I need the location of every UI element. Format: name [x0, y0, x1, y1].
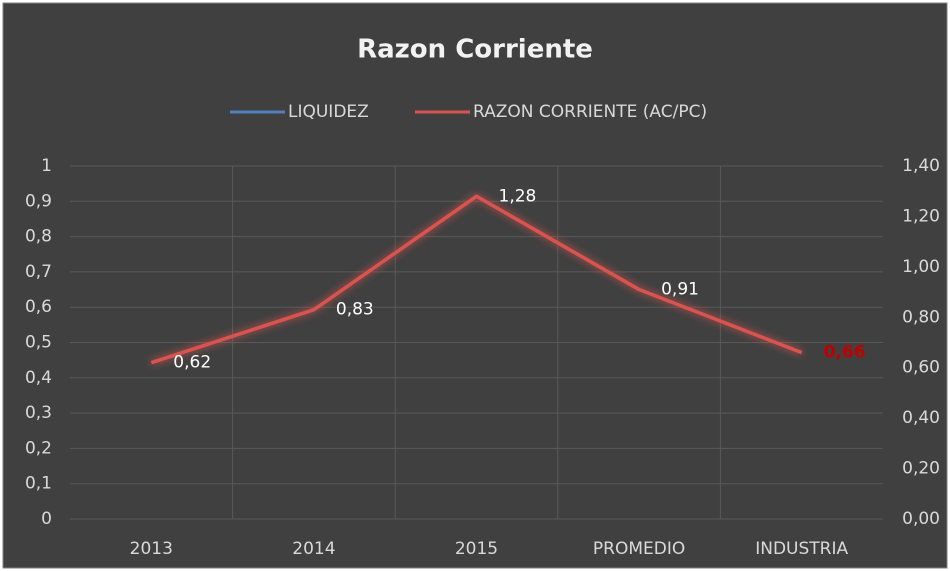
y-tick-label: 0,9 [25, 191, 52, 211]
y-tick-label: 0,1 [25, 474, 52, 494]
legend-label: LIQUIDEZ [288, 102, 369, 122]
y2-tick-label: 1,20 [902, 206, 940, 226]
y-tick-label: 1 [41, 156, 52, 176]
y2-tick-label: 0,00 [902, 509, 940, 529]
chart-title: Razon Corriente [357, 35, 593, 65]
y-tick-label: 0,2 [25, 438, 52, 458]
y2-tick-label: 1,00 [902, 257, 940, 277]
y-tick-label: 0 [41, 509, 52, 529]
y2-tick-label: 1,40 [902, 156, 940, 176]
y2-tick-label: 0,20 [902, 459, 940, 479]
data-label: 0,62 [173, 353, 211, 373]
data-label: 1,28 [499, 186, 537, 206]
y-tick-label: 0,3 [25, 403, 52, 423]
x-tick-label: INDUSTRIA [755, 539, 848, 559]
x-tick-label: 2013 [130, 539, 173, 559]
x-tick-label: PROMEDIO [593, 539, 685, 559]
y-tick-label: 0,4 [25, 368, 52, 388]
x-tick-label: 2014 [292, 539, 335, 559]
x-tick-label: 2015 [455, 539, 498, 559]
y-tick-label: 0,6 [25, 297, 52, 317]
y-tick-label: 0,7 [25, 262, 52, 282]
y2-tick-label: 0,80 [902, 307, 940, 327]
data-label: 0,83 [336, 300, 374, 320]
series-line [150, 194, 803, 365]
y-tick-label: 0,5 [25, 333, 52, 353]
legend-label: RAZON CORRIENTE (AC/PC) [473, 102, 707, 122]
data-label: 0,66 [824, 343, 866, 363]
data-label: 0,91 [661, 280, 699, 300]
y2-tick-label: 0,60 [902, 358, 940, 378]
y2-tick-label: 0,40 [902, 408, 940, 428]
y-tick-label: 0,8 [25, 227, 52, 247]
